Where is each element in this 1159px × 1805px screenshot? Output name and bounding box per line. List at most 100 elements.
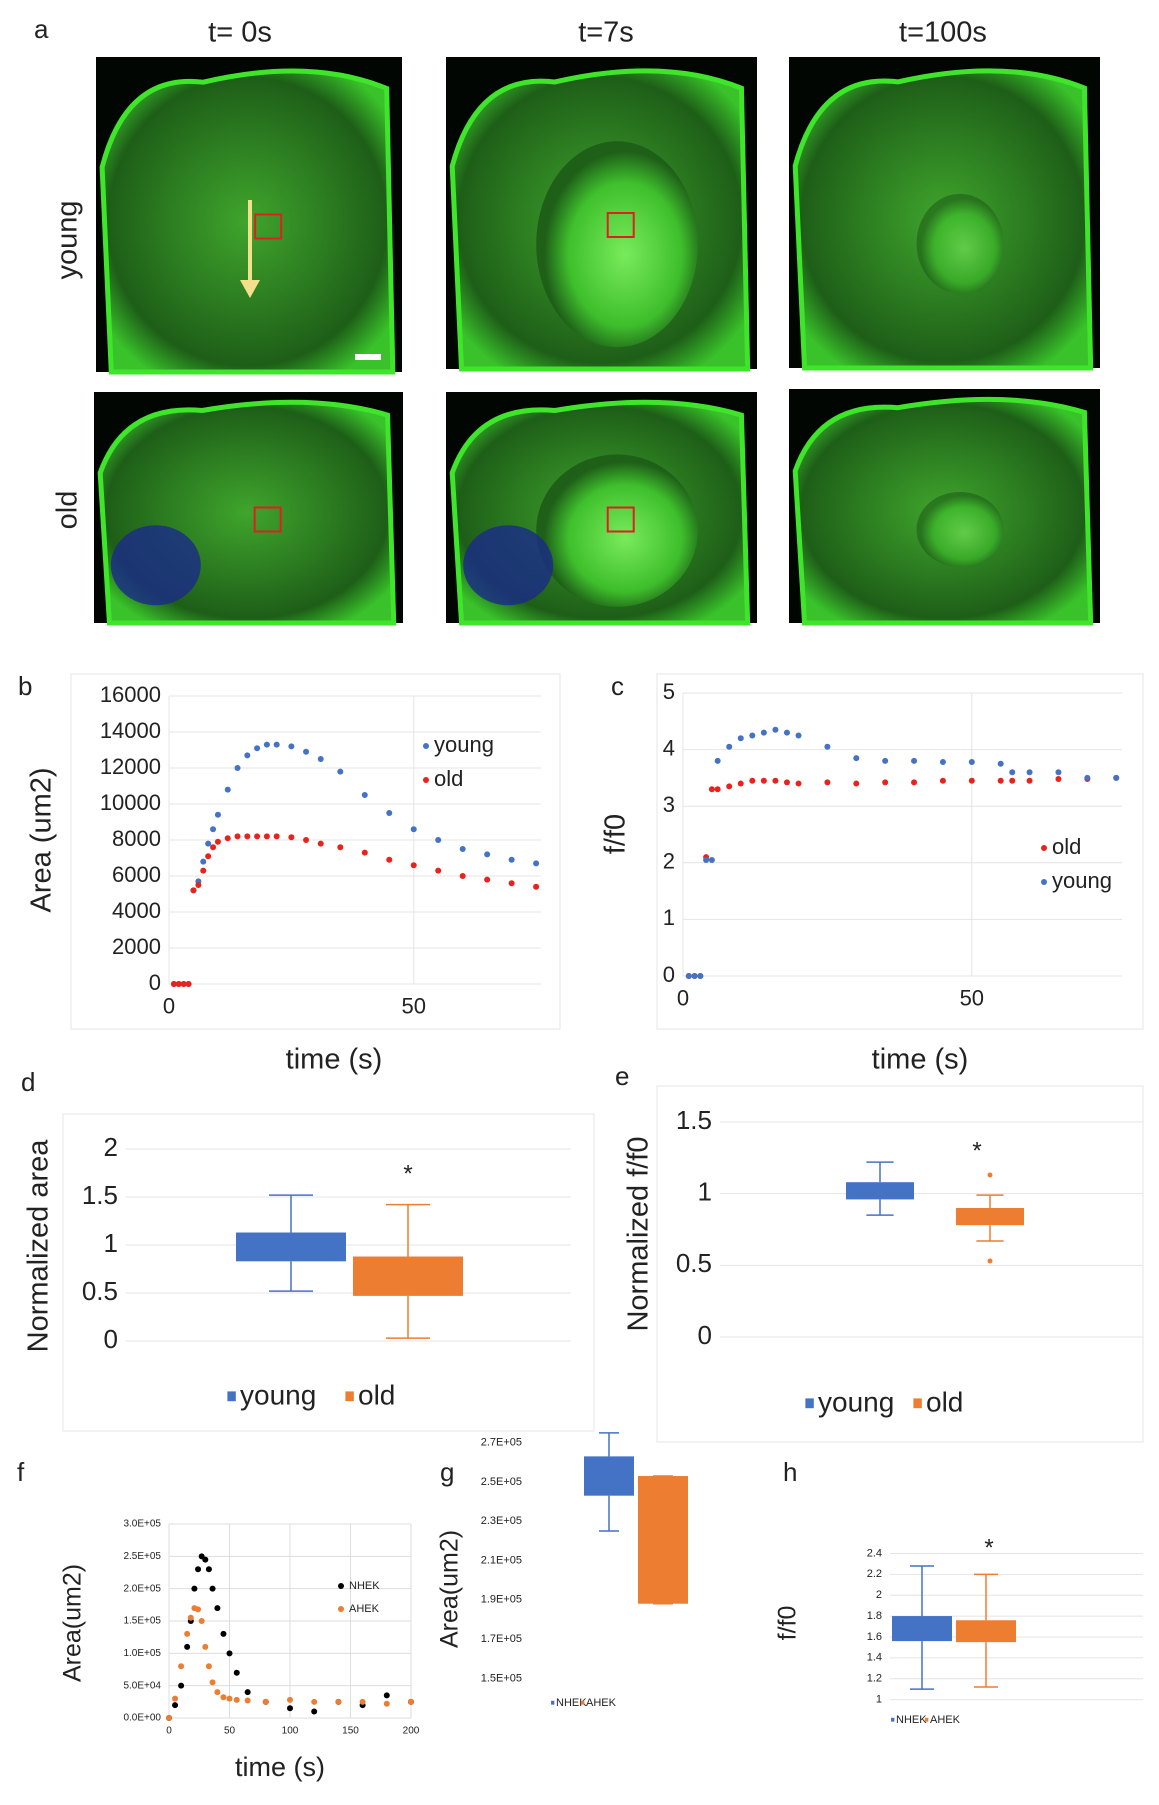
data-point (795, 780, 802, 787)
data-point (185, 981, 192, 987)
activated-region (536, 141, 698, 348)
outlier (987, 1172, 993, 1178)
chart-f: f 0.0E+00 5.0E+04 1.0E+05 1.5E+05 2.0E+05 2.5E… (17, 1457, 420, 1782)
chart-e: e 0 0.5 1 1.5 Normalized f/f0 * young old (615, 1061, 1144, 1443)
column-header: t=100s (899, 17, 987, 49)
y-tick-label: 1.0E+05 (123, 1648, 161, 1659)
data-point (939, 759, 946, 766)
x-axis-title: time (s) (286, 1044, 383, 1076)
data-point (303, 748, 310, 755)
legend-label: young (1052, 868, 1112, 893)
data-point (939, 777, 946, 784)
data-point (234, 765, 241, 771)
chart-frame (70, 673, 561, 1030)
y-tick-label: 12000 (100, 754, 161, 779)
roi (606, 212, 635, 238)
data-point (209, 1585, 216, 1592)
data-point (772, 726, 779, 733)
y-tick-label: 5 (663, 679, 675, 704)
y-tick-label: 1.5 (82, 1180, 118, 1210)
y-axis-title: Normalized area (23, 1139, 55, 1353)
x-tick-label: 200 (403, 1726, 420, 1737)
data-point (533, 860, 540, 867)
data-point (749, 732, 756, 739)
y-tick-label: 2.0E+05 (123, 1583, 161, 1594)
data-point (383, 1700, 390, 1707)
data-point (714, 786, 721, 793)
data-point (459, 873, 466, 879)
legend-label: old (1052, 834, 1081, 859)
annotation: * (984, 1534, 993, 1561)
legend-marker (227, 1391, 236, 1402)
tissue (99, 68, 396, 375)
panel-label: f (17, 1457, 25, 1487)
box (956, 1208, 1024, 1226)
y-tick-label: 14000 (100, 718, 161, 743)
legend-label: old (926, 1386, 963, 1417)
x-tick-label: 0 (163, 994, 175, 1019)
data-point (410, 826, 417, 833)
legend-label: NHEK (556, 1697, 587, 1709)
data-point (714, 757, 721, 764)
roi (606, 506, 635, 533)
data-point (190, 887, 197, 894)
data-point (226, 1695, 233, 1702)
x-tick-label: 0 (677, 986, 689, 1011)
legend-marker (1041, 845, 1047, 851)
panel-label: a (34, 14, 49, 44)
data-point (202, 1643, 209, 1650)
y-tick-label: 0 (663, 962, 675, 987)
legend-marker (551, 1700, 555, 1705)
data-point (1084, 774, 1091, 781)
y-tick-label: 1.5E+05 (123, 1616, 161, 1627)
y-tick-label: 1.7E+05 (481, 1633, 522, 1645)
column-header: t=7s (578, 17, 634, 49)
data-point (200, 858, 207, 865)
data-point (263, 741, 270, 748)
data-point (244, 1689, 251, 1696)
data-point (386, 856, 393, 863)
data-point (703, 856, 710, 863)
chart-g: g 1.5E+05 1.7E+05 1.9E+05 2.1E+05 2.3E+05 2.5E… (436, 1432, 688, 1709)
data-point (195, 882, 202, 888)
data-point (202, 1556, 209, 1563)
y-tick-label: 6000 (112, 862, 161, 887)
y-tick-label: 3 (663, 792, 675, 817)
data-point (214, 838, 221, 845)
data-point (209, 1679, 216, 1686)
data-point (882, 779, 889, 786)
y-tick-label: 2.1E+05 (481, 1554, 522, 1566)
data-point (311, 1698, 318, 1705)
micrographs (94, 57, 1100, 626)
scale-bar (355, 354, 381, 360)
data-point (772, 777, 779, 784)
data-point (508, 856, 515, 863)
data-point (708, 786, 715, 793)
data-point (1055, 769, 1062, 776)
x-axis-title: time (s) (235, 1752, 325, 1782)
data-point (195, 1566, 202, 1573)
legend-label: old (434, 766, 463, 791)
y-tick-label: 5.0E+04 (123, 1680, 161, 1691)
row-header: young (52, 200, 84, 279)
chart-h: h 1 1.2 1.4 1.6 1.8 2 2.2 2.4 f/f0 * NHEK AHEK (774, 1457, 1143, 1726)
data-point (254, 745, 261, 752)
legend-marker (338, 1606, 344, 1612)
annotation: * (403, 1160, 412, 1187)
data-point (335, 1698, 342, 1705)
data-point (708, 856, 715, 863)
y-tick-label: 16000 (100, 682, 161, 707)
data-point (853, 780, 860, 787)
y-tick-label: 8000 (112, 826, 161, 851)
data-point (214, 1605, 221, 1612)
data-point (175, 981, 182, 987)
x-tick-label: 150 (342, 1726, 359, 1737)
outlier (987, 1258, 993, 1264)
data-point (1055, 776, 1062, 783)
data-point (172, 1695, 179, 1702)
box (584, 1456, 634, 1496)
legend-marker (913, 1398, 922, 1409)
legend-marker (581, 1700, 585, 1705)
data-point (749, 777, 756, 784)
data-point (737, 780, 744, 787)
